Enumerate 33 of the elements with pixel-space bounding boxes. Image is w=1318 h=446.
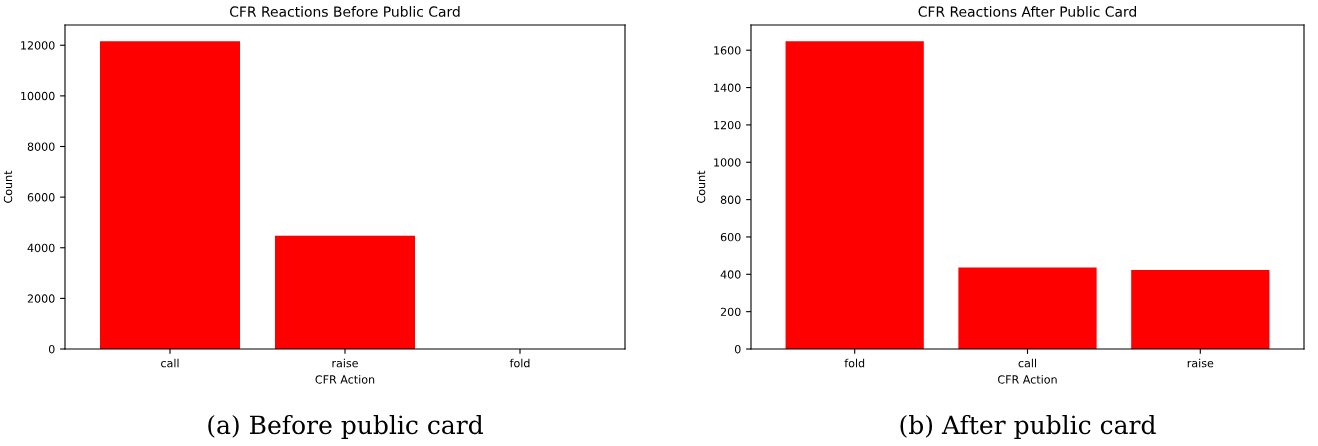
chart-title: CFR Reactions After Public Card <box>918 6 1136 17</box>
bar <box>1131 270 1270 349</box>
y-tick-label: 800 <box>720 195 741 204</box>
x-tick-label: call <box>1018 358 1036 368</box>
x-axis-title: CFR Action <box>315 375 375 384</box>
text: (b) After public card <box>900 414 1156 440</box>
chart-title: CFR Reactions Before Public Card <box>230 6 460 17</box>
bar <box>958 267 1097 349</box>
y-tick-label: 1600 <box>714 46 741 55</box>
y-tick-label: 600 <box>720 232 741 242</box>
y-tick-label: 4000 <box>27 243 55 253</box>
y-tick-label: 1000 <box>714 158 741 167</box>
y-axis-title: Count <box>696 170 706 203</box>
y-tick-label: 200 <box>720 307 741 317</box>
y-tick-label: 8000 <box>27 142 55 151</box>
y-tick-label: 6000 <box>27 193 55 202</box>
y-tick-label: 2000 <box>27 294 55 303</box>
y-tick-label: 1200 <box>714 120 741 130</box>
y-tick-label: 1400 <box>714 83 741 92</box>
y-tick-label: 0 <box>734 344 741 354</box>
x-tick-label: call <box>161 358 179 368</box>
y-axis-title: Count <box>3 170 13 203</box>
bar <box>785 41 924 349</box>
x-tick-label: raise <box>332 358 358 368</box>
x-tick-label: fold <box>509 358 530 368</box>
y-tick-label: 0 <box>48 344 55 354</box>
y-tick-label: 12000 <box>21 41 55 50</box>
y-tick-label: 400 <box>720 270 741 279</box>
x-axis-title: CFR Action <box>998 375 1057 384</box>
x-tick-label: raise <box>1187 358 1214 368</box>
text: (a) Before public card <box>208 414 483 440</box>
x-tick-label: fold <box>844 358 865 368</box>
y-tick-label: 10000 <box>21 91 55 101</box>
